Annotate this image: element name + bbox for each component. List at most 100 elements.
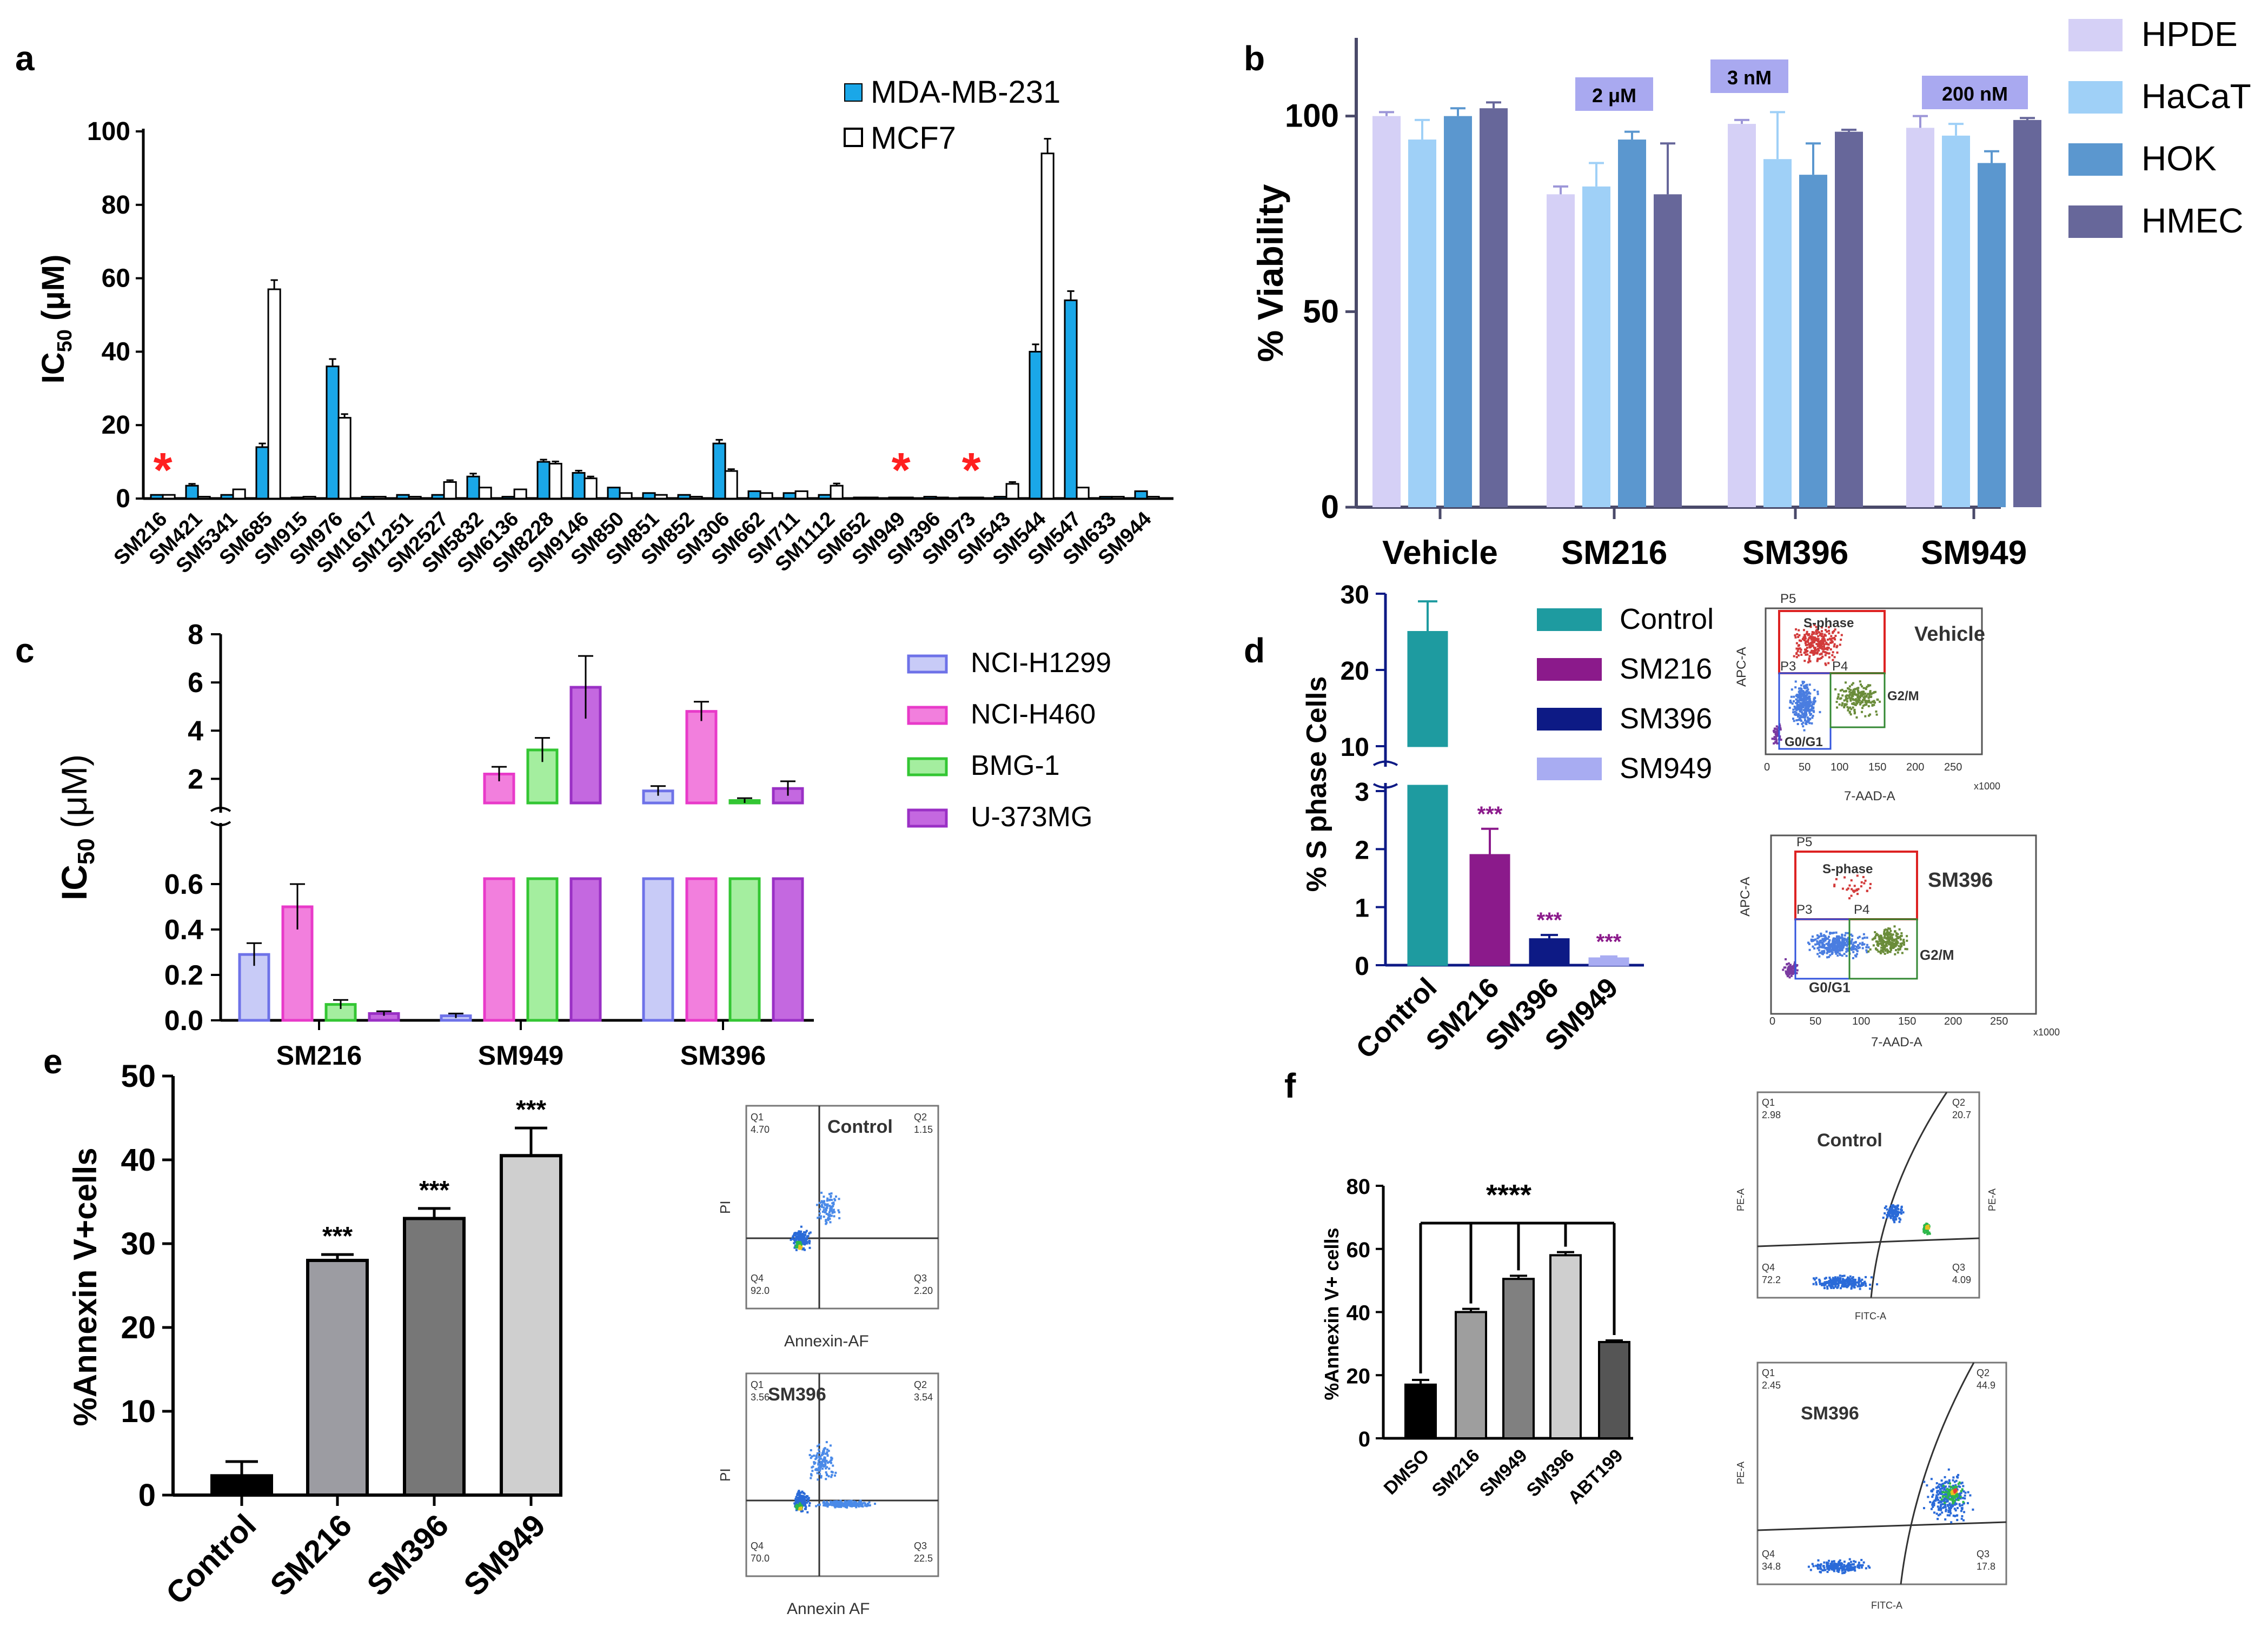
- event-dot: [1809, 692, 1812, 695]
- event-dot: [834, 1199, 837, 1201]
- event-dot: [816, 1445, 819, 1448]
- event-dot: [1849, 1564, 1852, 1566]
- x-tick: 200: [1944, 1015, 1962, 1027]
- event-dot: [1862, 705, 1865, 707]
- event-dot: [1866, 889, 1868, 892]
- event-dot: [1844, 944, 1847, 946]
- event-dot: [1835, 948, 1838, 951]
- event-dot: [1798, 701, 1800, 703]
- quadrant-label: Q2: [914, 1112, 927, 1123]
- event-dot: [1928, 1231, 1931, 1234]
- event-dot: [1847, 687, 1849, 689]
- event-dot: [1961, 1515, 1964, 1518]
- event-dot: [1864, 1282, 1867, 1285]
- event-dot: [818, 1451, 821, 1454]
- legend-label: NCI-H460: [971, 699, 1096, 730]
- event-dot: [797, 1244, 799, 1247]
- bar: [1005, 483, 1019, 500]
- event-dot: [803, 1233, 805, 1236]
- event-dot: [1801, 722, 1803, 725]
- event-dot: [1842, 690, 1845, 693]
- event-dot: [1822, 641, 1825, 643]
- event-dot: [1841, 1565, 1844, 1568]
- event-dot: [1830, 945, 1833, 948]
- event-dot: [1813, 646, 1815, 649]
- event-dot: [1808, 942, 1811, 945]
- event-dot: [1880, 949, 1882, 952]
- y-tick-label: 20: [102, 411, 130, 440]
- legend-swatch: [2068, 19, 2123, 51]
- event-dot: [1945, 1509, 1947, 1511]
- event-dot: [1852, 957, 1854, 960]
- event-dot: [1953, 1480, 1956, 1483]
- event-dot: [1940, 1485, 1943, 1488]
- quadrant-label: Q3: [914, 1541, 927, 1551]
- bar: [1582, 186, 1610, 507]
- bar: [513, 488, 527, 500]
- event-dot: [1839, 942, 1842, 945]
- event-dot: [1854, 1282, 1856, 1284]
- event-dot: [1833, 1570, 1835, 1572]
- event-dot: [1855, 955, 1858, 958]
- event-dot: [826, 1452, 828, 1455]
- event-dot: [1800, 703, 1802, 706]
- event-dot: [1787, 962, 1790, 965]
- event-dot: [797, 1491, 800, 1493]
- event-dot: [793, 1241, 795, 1244]
- event-dot: [1961, 1504, 1964, 1506]
- event-dot: [1852, 889, 1854, 892]
- event-dot: [1896, 951, 1899, 954]
- event-dot: [1939, 1488, 1942, 1490]
- legend-swatch: [2068, 81, 2123, 114]
- event-dot: [1786, 963, 1788, 966]
- event-dot: [1793, 705, 1796, 708]
- event-dot: [817, 1504, 820, 1506]
- quadrant-value: 70.0: [751, 1553, 770, 1564]
- event-dot: [1840, 1565, 1842, 1568]
- event-dot: [810, 1457, 812, 1459]
- bar: [1618, 140, 1646, 508]
- event-dot: [832, 1210, 834, 1213]
- event-dot: [1886, 1214, 1888, 1217]
- event-dot: [841, 1503, 844, 1506]
- event-dot: [1799, 698, 1801, 700]
- event-dot: [1808, 711, 1811, 714]
- bar: [337, 417, 352, 500]
- legend-label: SM396: [1620, 702, 1712, 735]
- event-dot: [846, 1506, 848, 1509]
- event-dot: [1773, 742, 1775, 745]
- event-dot: [825, 1209, 827, 1211]
- event-dot: [1806, 683, 1808, 686]
- event-dot: [1946, 1488, 1948, 1490]
- event-dot: [793, 1234, 796, 1237]
- event-dot: [1864, 692, 1867, 695]
- event-dot: [859, 1499, 862, 1502]
- event-dot: [1886, 934, 1889, 937]
- event-dot: [1858, 946, 1861, 949]
- event-dot: [1941, 1495, 1944, 1498]
- event-dot: [1954, 1509, 1957, 1512]
- bar: [1099, 496, 1113, 500]
- event-dot: [794, 1232, 797, 1234]
- event-dot: [1832, 1566, 1835, 1569]
- event-dot: [801, 1499, 804, 1502]
- event-dot: [1802, 721, 1805, 724]
- event-dot: [1876, 948, 1879, 951]
- event-dot: [795, 1496, 798, 1498]
- event-dot: [865, 1505, 868, 1508]
- event-dot: [1838, 935, 1840, 938]
- event-dot: [819, 1208, 821, 1211]
- event-dot: [1843, 953, 1846, 955]
- event-dot: [1867, 946, 1870, 949]
- event-dot: [1948, 1498, 1951, 1500]
- event-dot: [1864, 703, 1866, 706]
- event-dot: [1793, 720, 1795, 722]
- event-dot: [1802, 709, 1805, 712]
- event-dot: [1853, 891, 1855, 893]
- event-dot: [1828, 950, 1831, 952]
- event-dot: [1941, 1499, 1944, 1502]
- event-dot: [1873, 701, 1875, 703]
- event-dot: [1815, 1564, 1818, 1567]
